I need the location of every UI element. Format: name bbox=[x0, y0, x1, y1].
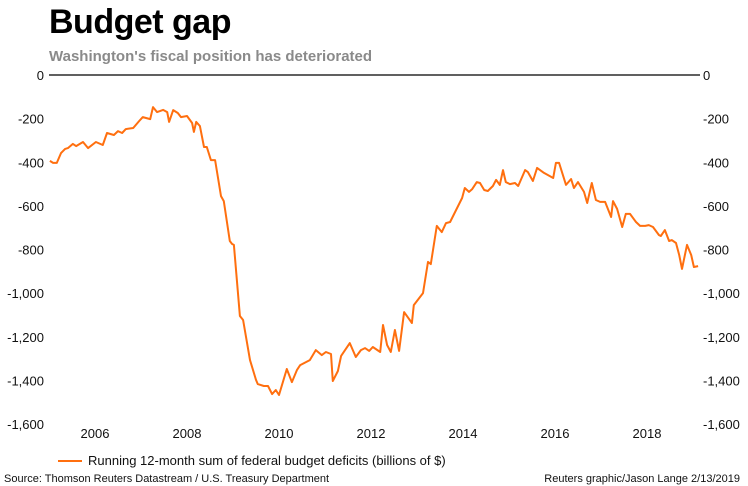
y-tick-label-right: -1,600 bbox=[703, 417, 740, 432]
y-tick-label-left: -1,200 bbox=[7, 330, 44, 345]
source-note: Source: Thomson Reuters Datastream / U.S… bbox=[4, 473, 330, 485]
y-tick-label-left: -800 bbox=[18, 243, 44, 258]
y-tick-label-left: -1,600 bbox=[7, 417, 44, 432]
y-tick-label-right: -600 bbox=[703, 199, 729, 214]
chart-title: Budget gap bbox=[49, 3, 231, 41]
x-tick-label: 2014 bbox=[449, 426, 478, 441]
legend-label: Running 12-month sum of federal budget d… bbox=[88, 453, 446, 468]
y-tick-label-left: -200 bbox=[18, 112, 44, 127]
y-tick-label-right: -1,000 bbox=[703, 286, 740, 301]
y-tick-label-right: -400 bbox=[703, 155, 729, 170]
legend-swatch bbox=[58, 459, 82, 462]
y-tick-label-left: -600 bbox=[18, 199, 44, 214]
series-line bbox=[49, 106, 699, 396]
y-tick-label-right: -1,200 bbox=[703, 330, 740, 345]
x-tick-label: 2008 bbox=[173, 426, 202, 441]
y-tick-label-left: -1,400 bbox=[7, 373, 44, 388]
chart-subtitle: Washington's fiscal position has deterio… bbox=[49, 48, 373, 65]
series-group bbox=[49, 106, 699, 396]
y-tick-label-left: 0 bbox=[37, 68, 44, 83]
y-axis-right: 0 -200 -400 -600 -800 -1,000 -1,200 -1,400 -1,60… bbox=[703, 68, 740, 432]
x-tick-label: 2016 bbox=[541, 426, 570, 441]
y-tick-label-left: -1,000 bbox=[7, 286, 44, 301]
y-tick-label-left: -400 bbox=[18, 155, 44, 170]
y-tick-label-right: -200 bbox=[703, 112, 729, 127]
y-tick-label-right: -1,400 bbox=[703, 373, 740, 388]
credit-note: Reuters graphic/Jason Lange 2/13/2019 bbox=[544, 473, 740, 485]
y-tick-label-right: -800 bbox=[703, 243, 729, 258]
y-axis-left: 0 -200 -400 -600 -800 -1,000 -1,200 -1,400 -1,60… bbox=[7, 68, 44, 432]
x-tick-label: 2012 bbox=[357, 426, 386, 441]
x-tick-label: 2010 bbox=[265, 426, 294, 441]
x-tick-label: 2018 bbox=[633, 426, 662, 441]
x-axis: 2006 2008 2010 2012 2014 2016 2018 bbox=[81, 426, 662, 441]
y-tick-label-right: 0 bbox=[703, 68, 710, 83]
legend: Running 12-month sum of federal budget d… bbox=[58, 453, 446, 468]
x-tick-label: 2006 bbox=[81, 426, 110, 441]
